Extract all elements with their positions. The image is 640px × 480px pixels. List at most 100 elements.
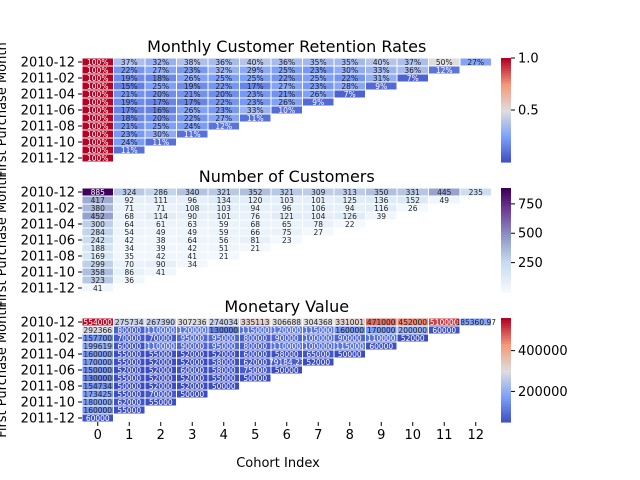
colorbar-band <box>501 117 511 121</box>
cell-label: 26% <box>310 90 327 99</box>
heatmap-cell <box>177 350 208 358</box>
heatmap-cell <box>82 122 113 130</box>
heatmap-cell <box>114 382 145 390</box>
heatmap-cell <box>82 374 113 382</box>
heatmap-cell <box>303 342 334 350</box>
heatmap-cell <box>334 326 365 334</box>
heatmap-cell <box>145 90 176 98</box>
heatmap-cell <box>240 82 271 90</box>
heatmap-cell <box>145 268 176 276</box>
heatmap-cell <box>177 66 208 74</box>
cell-label: 7% <box>344 90 356 99</box>
colorbar-tick-label: 0.5 <box>518 104 539 119</box>
heatmap-cell <box>177 244 208 252</box>
colorbar-band <box>501 112 511 116</box>
heatmap-cell <box>366 66 397 74</box>
cell-label: 90000 <box>338 334 362 343</box>
x-tick-label: 4 <box>220 428 228 443</box>
cell-label: 321 <box>280 188 295 197</box>
colorbar-band <box>501 388 511 392</box>
colorbar-band <box>501 110 511 114</box>
heatmap-cell <box>208 106 239 114</box>
x-axis: 0 1 2 3 4 5 6 7 8 9 10 11 12 <box>94 422 484 443</box>
heatmap-cell <box>240 204 271 212</box>
heatmap-cell <box>366 196 397 204</box>
heatmap-cell <box>240 66 271 74</box>
colorbar-tick-label: 200000 <box>518 385 568 400</box>
cell-label: 235 <box>469 188 484 197</box>
cell-label: 25% <box>152 82 169 91</box>
heatmap-cell <box>177 342 208 350</box>
heatmap-cell <box>271 342 302 350</box>
cell-label: 23% <box>215 106 232 115</box>
cell-label: 110000 <box>272 342 301 351</box>
y-tick-label: 2011-12 <box>21 282 75 297</box>
heatmap-cell <box>334 342 365 350</box>
heatmap-cell <box>366 326 397 334</box>
cell-label: 27% <box>467 58 484 67</box>
heatmap-cell <box>303 334 334 342</box>
colorbar-band <box>501 390 511 394</box>
heatmap-cell <box>82 130 113 138</box>
cell-label: 120000 <box>178 326 207 335</box>
colorbar-band <box>501 354 511 358</box>
cell-label: 22% <box>215 98 232 107</box>
colorbar-band <box>501 406 511 410</box>
colorbar-band <box>501 216 511 220</box>
cell-label: 9% <box>312 98 324 107</box>
y-tick-label: 2011-08 <box>21 120 75 135</box>
y-tick-label: 2010-12 <box>21 186 75 201</box>
colorbar-band <box>501 97 511 101</box>
cell-label: 37% <box>404 58 421 67</box>
cell-label: 58000 <box>212 358 236 367</box>
y-tick-label: 2011-12 <box>21 412 75 427</box>
heatmap-cell <box>208 366 239 374</box>
cell-label: 20% <box>152 90 169 99</box>
heatmap-cell <box>271 98 302 106</box>
heatmap-cell <box>177 326 208 334</box>
colorbar-band <box>501 383 511 387</box>
heatmap-cell <box>145 358 176 366</box>
colorbar-band <box>501 115 511 119</box>
cell-label: 100% <box>87 114 108 123</box>
cell-label: 52000 <box>117 366 141 375</box>
heatmap-cell <box>303 58 334 66</box>
heatmap-cell <box>460 58 491 66</box>
colorbar-band <box>501 364 511 368</box>
colorbar-band <box>501 221 511 225</box>
heatmap-cell <box>177 220 208 228</box>
cell-label: 134 <box>217 196 232 205</box>
cell-label: 55000 <box>212 374 236 383</box>
cell-label: 242 <box>91 236 106 245</box>
colorbar-band <box>501 99 511 103</box>
heatmap-cell <box>271 74 302 82</box>
cell-label: 52000 <box>180 350 204 359</box>
colorbar-band <box>501 143 511 147</box>
cell-label: 52000 <box>149 366 173 375</box>
colorbar-band <box>501 125 511 129</box>
cell-label: 18% <box>152 74 169 83</box>
colorbar-band <box>501 281 511 285</box>
x-tick-label: 11 <box>436 428 453 443</box>
heatmap-cell <box>177 212 208 220</box>
colorbar-band <box>501 318 511 322</box>
heatmap-cell <box>82 252 113 260</box>
cell-label: 17% <box>152 98 169 107</box>
colorbar-band <box>501 268 511 272</box>
heatmap-cell <box>208 252 239 260</box>
cell-label: 65000 <box>306 350 330 359</box>
heatmap-cell <box>429 66 460 74</box>
heatmap-cell <box>114 350 145 358</box>
heatmap-cell <box>145 366 176 374</box>
cell-label: 42 <box>124 236 134 245</box>
cell-label: 313 <box>343 188 358 197</box>
heatmap-cell <box>82 366 113 374</box>
cell-label: 180000 <box>83 398 112 407</box>
colorbar-band <box>501 211 511 215</box>
cell-label: 63 <box>187 220 197 229</box>
cell-label: 100% <box>87 58 108 67</box>
colorbar-band <box>501 154 511 158</box>
heatmap-cell <box>271 236 302 244</box>
colorbar-band <box>501 58 511 62</box>
cell-label: 25% <box>215 74 232 83</box>
